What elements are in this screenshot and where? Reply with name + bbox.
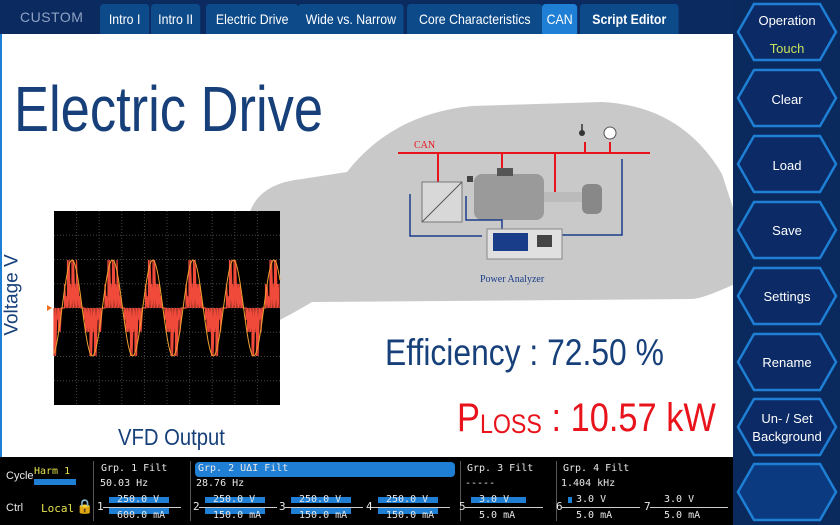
scope-caption: VFD Output: [118, 424, 225, 450]
background-button[interactable]: Un- / Set Background: [736, 397, 838, 457]
ctrl-value: Local: [41, 502, 75, 515]
operation-button[interactable]: Operation Touch: [736, 2, 838, 62]
load-button[interactable]: Load: [736, 134, 838, 194]
group-1-label: Grp. 1 Filt: [101, 463, 168, 474]
pwm-waveform: [53, 259, 280, 357]
thermometer-icon: [579, 130, 585, 136]
lock-icon: 🔒: [76, 499, 94, 515]
group-2-freq: 28.76 Hz: [196, 478, 245, 489]
page-title: Electric Drive: [14, 73, 324, 145]
fundamental-waveform: [53, 259, 281, 357]
tab-intro-1[interactable]: Intro I: [100, 4, 150, 34]
tab-can[interactable]: CAN: [542, 4, 578, 34]
gauge-icon: [603, 126, 617, 140]
efficiency-readout: Efficiency : 72.50 %: [385, 332, 664, 373]
tab-intro-2[interactable]: Intro II: [151, 4, 201, 34]
tab-electric-drive[interactable]: Electric Drive: [206, 4, 299, 34]
group-2-highlight: [195, 462, 455, 477]
trigger-marker-icon: [47, 305, 52, 311]
power-analyzer-icon: [486, 228, 563, 260]
torque-sensor-icon: [544, 192, 584, 202]
group-1-freq: 50.03 Hz: [100, 478, 149, 489]
group-2-label[interactable]: Grp. 2 UΔI Filt: [198, 463, 289, 474]
group-4-freq: 1.404 kHz: [561, 478, 616, 489]
save-button[interactable]: Save: [736, 200, 838, 260]
motor-icon: [467, 168, 544, 220]
rename-button[interactable]: Rename: [736, 332, 838, 392]
cycle-value[interactable]: Harm 1: [34, 466, 71, 477]
operation-label: Operation: [758, 13, 816, 28]
group-4-label: Grp. 4 Filt: [563, 463, 630, 474]
can-label: CAN: [414, 140, 435, 151]
mode-label: CUSTOM: [20, 9, 84, 25]
power-analyzer-label: Power Analyzer: [480, 274, 545, 285]
inverter-icon: [421, 181, 463, 223]
group-3-freq: -----: [465, 478, 496, 489]
settings-button[interactable]: Settings: [736, 266, 838, 326]
ploss-sub: LOSS: [479, 409, 542, 439]
status-bar: Cycle Harm 1 Ctrl Local 🔒 Grp. 1 Filt 50…: [0, 457, 733, 525]
group-3-label: Grp. 3 Filt: [467, 463, 534, 474]
load-icon: [582, 184, 602, 214]
tab-script-editor[interactable]: Script Editor: [580, 4, 679, 34]
tab-core-characteristics[interactable]: Core Characteristics: [407, 4, 543, 34]
ploss-p: P: [457, 396, 480, 440]
car-diagram: CAN Power Analyzer: [47, 102, 733, 405]
power-loss-readout: PLOSS : 10.57 kW: [457, 396, 716, 441]
side-panel: Operation Touch Clear Load Save Settings …: [733, 0, 840, 525]
main-panel: Electric Drive CAN Power Analyzer Voltag…: [0, 34, 733, 457]
ploss-value: : 10.57 kW: [541, 396, 716, 440]
tab-wide-vs-narrow[interactable]: Wide vs. Narrow: [298, 4, 404, 34]
clear-button[interactable]: Clear: [736, 68, 838, 128]
tab-bar: CUSTOM Intro I Intro II Electric Drive W…: [0, 0, 733, 34]
blank-button[interactable]: [736, 462, 838, 522]
ctrl-label: Ctrl: [6, 502, 24, 514]
scope-y-label: Voltage V: [1, 254, 23, 336]
operation-value: Touch: [769, 41, 805, 56]
cycle-label: Cycle: [6, 470, 34, 482]
